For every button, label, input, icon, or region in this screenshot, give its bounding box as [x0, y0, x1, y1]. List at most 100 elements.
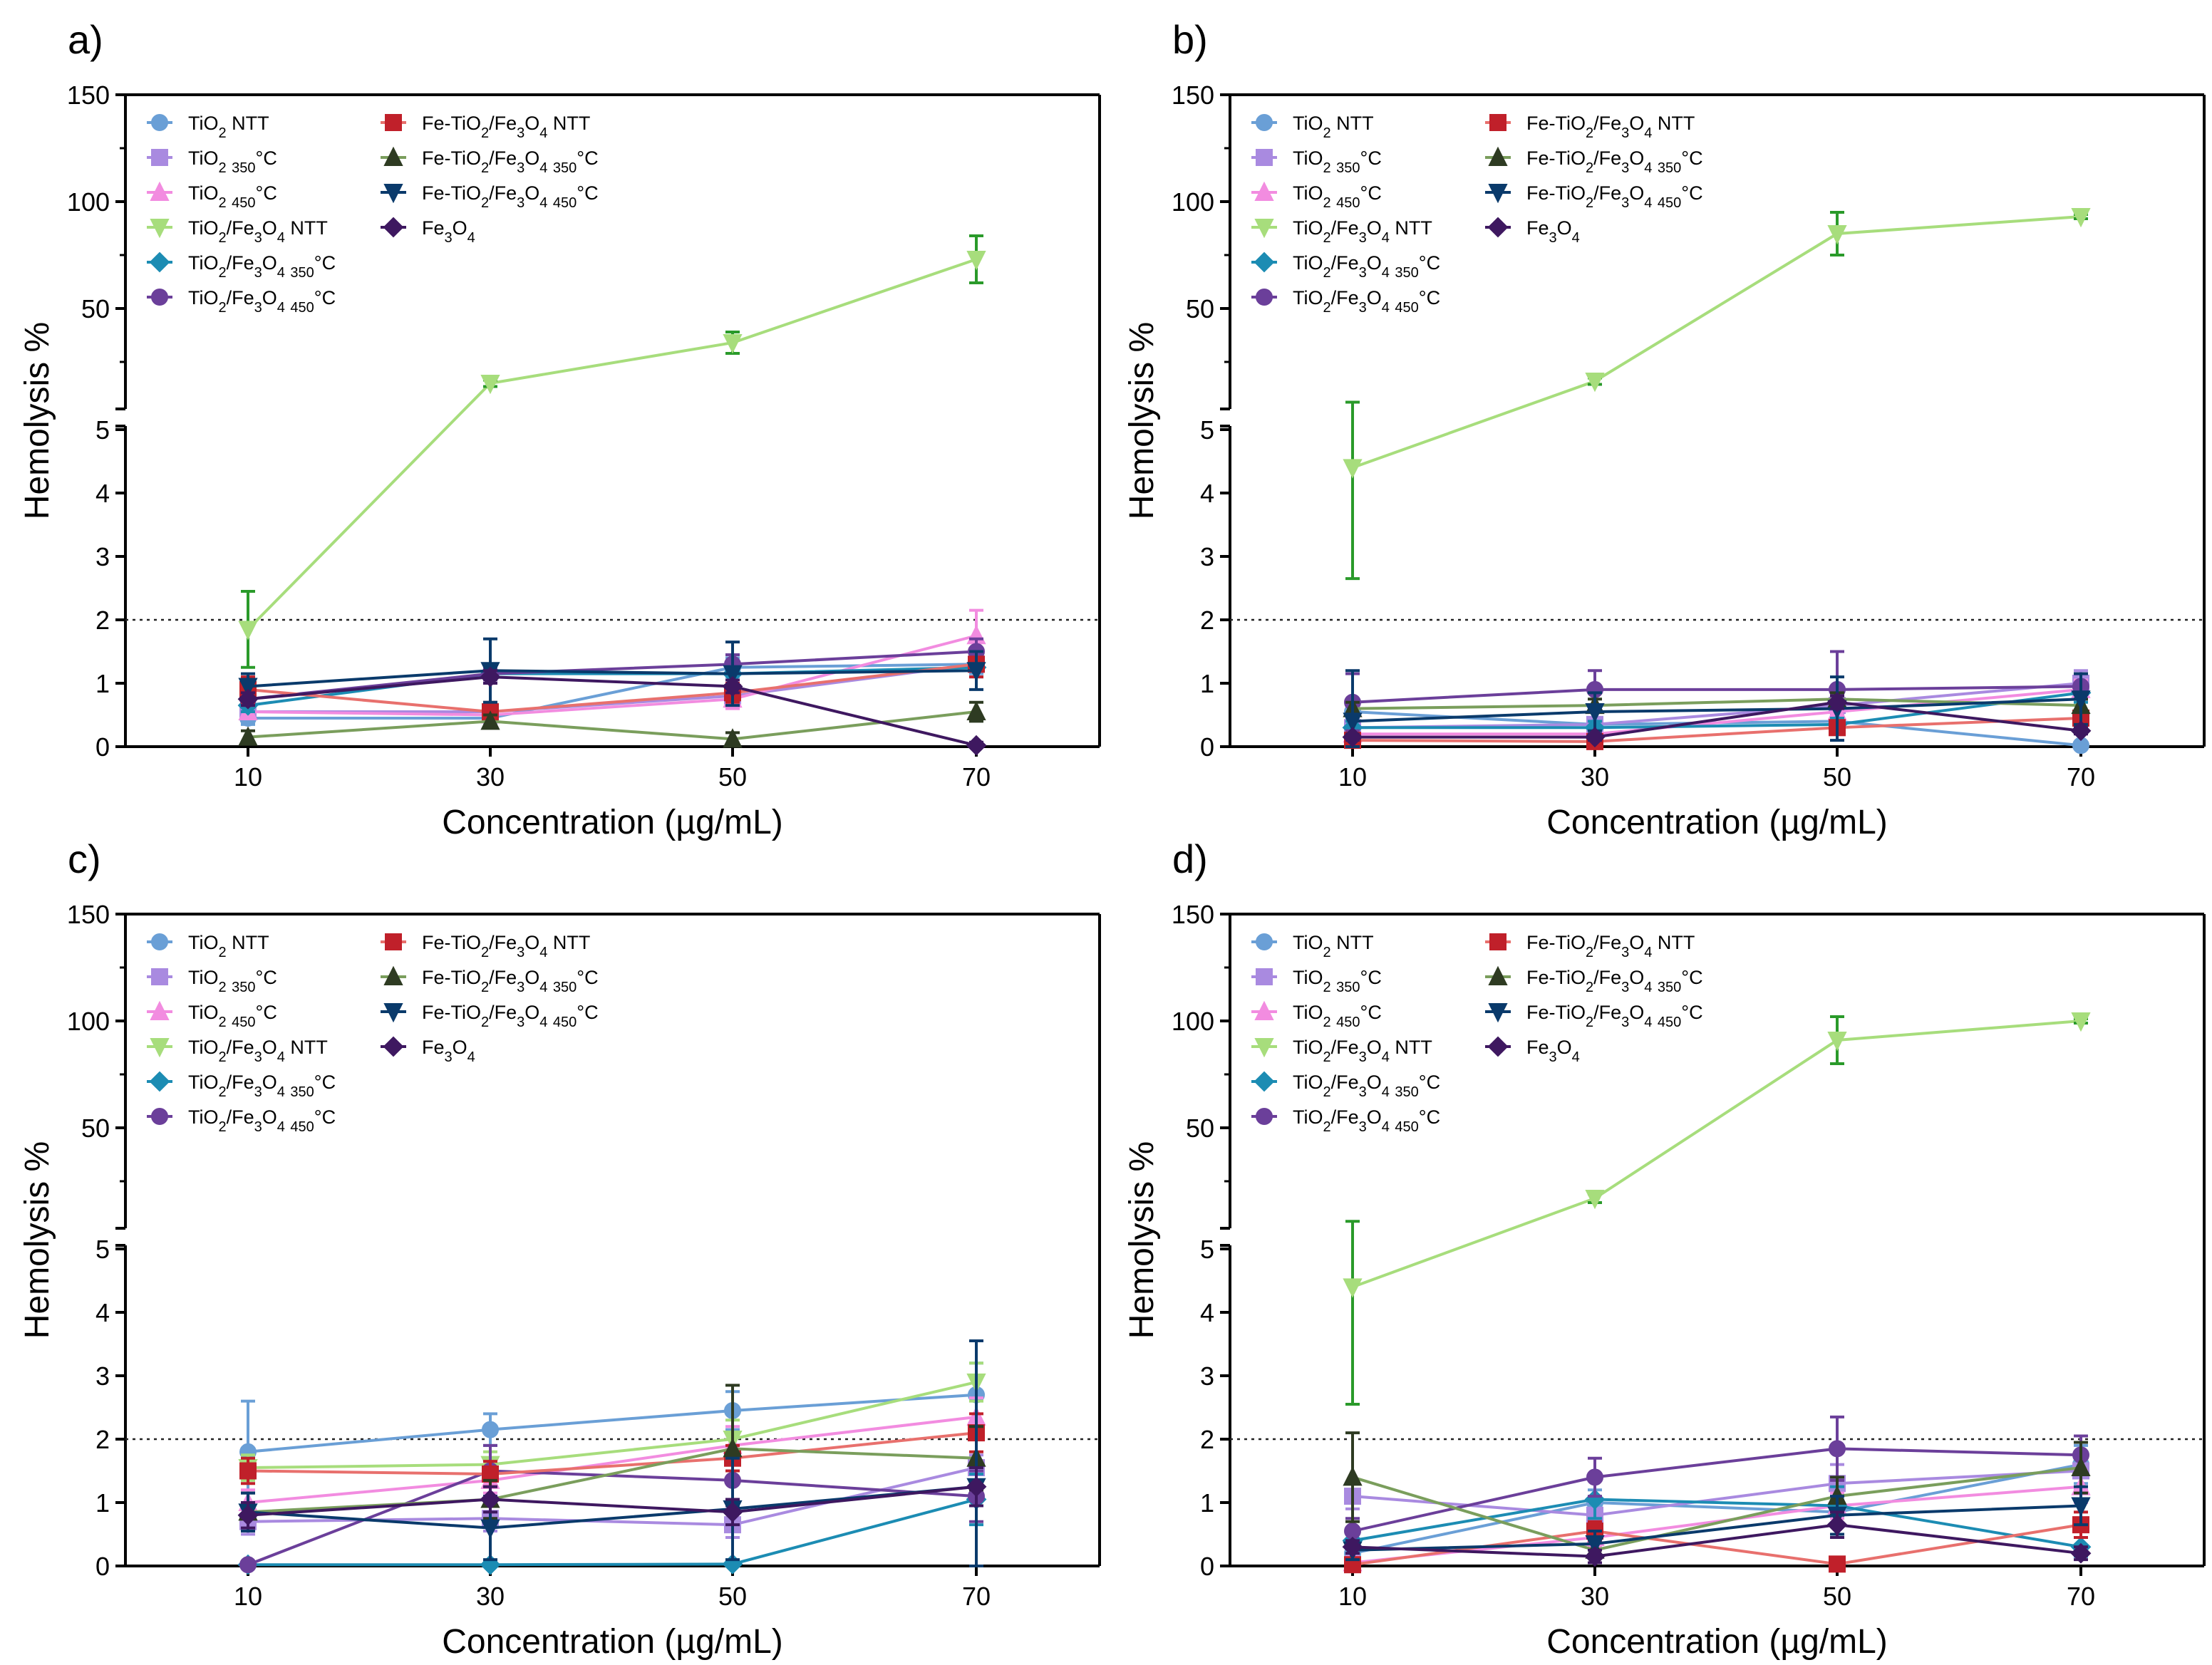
legend-label: TiO2/Fe3O4 NTT — [1293, 1037, 1432, 1065]
data-point — [237, 688, 259, 710]
series-line — [247, 675, 977, 747]
data-point — [722, 676, 743, 697]
legend-item: Fe-TiO2/Fe3O4 450°C — [1485, 1002, 1703, 1030]
series-line — [1352, 1469, 2082, 1517]
series-8 — [238, 700, 986, 748]
legend-item: TiO2/Fe3O4 450°C — [1251, 287, 1440, 316]
legend-item: Fe-TiO2/Fe3O4 350°C — [1485, 965, 1703, 995]
legend-item: TiO2 NTT — [147, 113, 269, 141]
x-tick-label: 70 — [962, 762, 991, 792]
data-point — [1826, 692, 1848, 713]
x-tick-label: 50 — [718, 1582, 747, 1611]
data-point — [1827, 225, 1847, 245]
data-point — [1829, 1440, 1846, 1458]
series-line — [247, 258, 977, 631]
legend-marker — [1254, 1071, 1275, 1092]
series-10 — [237, 1466, 987, 1530]
x-axis-title: Concentration (µg/mL) — [1546, 1623, 1888, 1661]
legend-label: Fe3O4 — [1526, 1037, 1580, 1065]
series-line — [1352, 1504, 2082, 1552]
data-point — [1585, 703, 1605, 723]
x-tick-label: 30 — [1581, 762, 1609, 792]
series-line — [1352, 716, 2082, 743]
y-tick-label: 2 — [1200, 606, 1214, 635]
data-point — [2071, 208, 2091, 228]
data-point — [2071, 1456, 2091, 1477]
legend-label: Fe-TiO2/Fe3O4 450°C — [1526, 182, 1703, 211]
legend-label: Fe-TiO2/Fe3O4 NTT — [422, 113, 590, 141]
legend-label: TiO2 450°C — [1293, 1002, 1382, 1030]
data-point — [480, 710, 500, 730]
legend-label: Fe-TiO2/Fe3O4 450°C — [422, 182, 599, 211]
legend-label: TiO2 450°C — [188, 1002, 277, 1030]
legend-marker — [1256, 114, 1273, 131]
legend: TiO2 NTT TiO2 350°C TiO2 450°C TiO2/Fe3O4 N… — [1251, 932, 1703, 1135]
series-line — [247, 1485, 977, 1530]
data-point — [1829, 1555, 1846, 1573]
data-point — [2070, 1542, 2092, 1564]
data-point — [480, 1519, 500, 1539]
data-point — [966, 700, 986, 721]
y-tick-label: 150 — [1172, 900, 1214, 929]
legend-marker — [151, 114, 168, 131]
y-tick-label: 1 — [95, 669, 110, 698]
legend-item: Fe-TiO2/Fe3O4 NTT — [1485, 932, 1695, 960]
x-tick-label: 10 — [1338, 1582, 1367, 1611]
series-line — [1352, 215, 2082, 470]
series-1 — [239, 1361, 985, 1504]
y-tick-label: 3 — [1200, 542, 1214, 571]
legend-label: TiO2/Fe3O4 350°C — [188, 1072, 336, 1100]
series-line — [247, 1469, 977, 1567]
legend-item: TiO2 NTT — [1251, 932, 1374, 960]
legend-label: Fe-TiO2/Fe3O4 NTT — [1526, 932, 1695, 960]
data-point — [723, 665, 743, 685]
x-tick-label: 70 — [962, 1582, 991, 1611]
data-point — [480, 375, 500, 395]
legend-label: TiO2 NTT — [1293, 113, 1374, 141]
panel-label: c) — [68, 836, 101, 881]
data-point — [239, 1462, 257, 1480]
series-line — [248, 663, 977, 720]
legend-item: Fe-TiO2/Fe3O4 450°C — [381, 182, 599, 211]
legend-marker — [1256, 933, 1273, 950]
legend-label: TiO2/Fe3O4 NTT — [188, 217, 328, 246]
legend-item: TiO2/Fe3O4 450°C — [147, 287, 336, 316]
legend-marker — [383, 1036, 404, 1057]
y-tick-label: 1 — [1200, 669, 1214, 698]
legend-label: Fe-TiO2/Fe3O4 450°C — [422, 1002, 599, 1030]
data-point — [1585, 1535, 1605, 1555]
legend-marker — [1254, 219, 1274, 239]
y-tick-label: 50 — [1186, 1114, 1214, 1143]
y-tick-label: 150 — [1172, 81, 1214, 110]
legend-marker — [383, 146, 403, 166]
data-point — [2071, 1012, 2091, 1032]
legend-label: TiO2 350°C — [188, 967, 277, 995]
data-point — [723, 334, 743, 354]
legend-label: TiO2 NTT — [1293, 932, 1374, 960]
y-axis-title: Hemolysis % — [19, 1141, 56, 1339]
data-point — [1344, 1523, 1361, 1540]
legend-label: TiO2 NTT — [188, 932, 269, 960]
legend-label: TiO2 350°C — [1293, 147, 1382, 176]
legend-label: TiO2 NTT — [188, 113, 269, 141]
series-line — [1352, 1485, 2082, 1565]
data-point — [1343, 712, 1363, 732]
chart-panel-2: b) 0 1 2 3 4 5 50 100 150 10 30 50 70 Concentration (µ… — [1123, 17, 2206, 841]
x-tick-label: 30 — [476, 1582, 505, 1611]
legend-marker — [1254, 1038, 1274, 1058]
chart-panel-1: a) 0 1 2 3 4 5 50 100 150 10 30 50 70 Concentration (µ… — [19, 17, 1101, 841]
data-point — [2070, 720, 2092, 742]
data-point — [1343, 1466, 1363, 1486]
data-point — [2071, 1497, 2091, 1517]
series-line — [1352, 685, 2082, 704]
y-axis-title: Hemolysis % — [1123, 322, 1161, 519]
data-point — [238, 621, 258, 640]
series-line — [247, 663, 977, 714]
y-tick-label: 150 — [67, 900, 110, 929]
y-tick-label: 2 — [95, 606, 110, 635]
data-point — [1343, 1278, 1363, 1298]
legend-label: Fe-TiO2/Fe3O4 350°C — [422, 147, 599, 176]
y-tick-label: 5 — [1200, 1235, 1214, 1264]
y-tick-label: 50 — [81, 294, 110, 323]
